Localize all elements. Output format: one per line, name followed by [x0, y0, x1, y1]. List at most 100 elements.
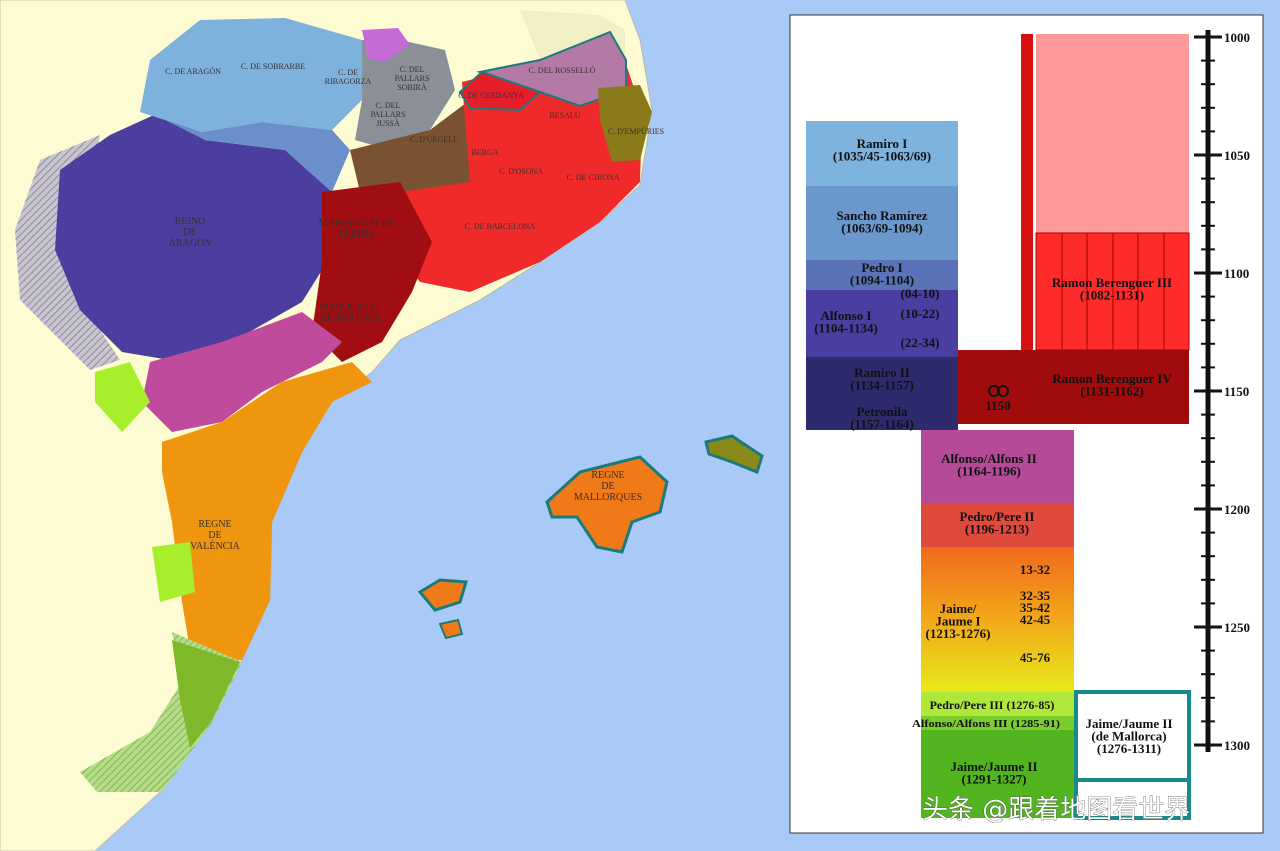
period-label: Alfonso I (1104-1134) — [814, 308, 878, 336]
region-label: C. D'OSONA — [499, 167, 543, 176]
region-label-line: C. DE CERDANYA — [458, 91, 524, 100]
period-block — [921, 503, 1074, 547]
period-label: Ramiro II (1134-1157) — [850, 365, 914, 393]
period-label-line: (22-34) — [901, 335, 940, 350]
period-label-line: (1157-1164) — [850, 417, 914, 432]
region-label: C. DE ARAGÓN — [165, 66, 221, 76]
tick-label: 1200 — [1224, 502, 1250, 517]
region-label-line: DE TORTOSA — [320, 313, 382, 324]
period-label-line: Petronila — [856, 404, 908, 419]
period-label-line: 45-76 — [1020, 650, 1051, 665]
period-label-line: Alfonso/Alfons III (1285-91) — [912, 718, 1060, 730]
rossello — [476, 30, 627, 108]
region-label-line: C. DE — [338, 68, 358, 77]
region-label: REGNE DE VALÈNCIA — [190, 519, 241, 552]
tick-label: 1250 — [1224, 620, 1250, 635]
map: C. DE ARAGÓN C. DE SOBRARBE C. DE RIBAGORZA… — [0, 0, 764, 851]
tick-label: 1000 — [1224, 30, 1250, 45]
region-label-line: ARAGÓN — [169, 237, 212, 249]
period-block — [921, 547, 1074, 692]
formentera — [438, 618, 464, 640]
period-label: Petronila (1157-1164) — [850, 404, 914, 432]
period-label-line: (1131-1162) — [1080, 384, 1144, 399]
tick-label: 1100 — [1224, 266, 1249, 281]
period-label: 32-35 — [1020, 588, 1051, 603]
period-label-line: Alfonso I — [821, 308, 872, 323]
period-label: (04-10) — [901, 286, 940, 301]
region-label-line: PALLARS — [395, 74, 430, 83]
period-label: Ramon Berenguer III (1082-1131) — [1052, 275, 1172, 303]
region-label: C. DEL PALLARS SOBIRÀ — [395, 65, 430, 92]
period-label-line: Jaime/Jaume II — [950, 759, 1037, 774]
murcia-green — [172, 640, 240, 748]
region-label: C. DE CERDANYA — [458, 91, 524, 100]
period-label-line: (1082-1131) — [1080, 288, 1144, 303]
region-label-line: C. DE GIRONA — [566, 173, 619, 182]
region-label-line: PALLARS — [371, 110, 406, 119]
tick-label: 1300 — [1224, 738, 1250, 753]
region-label-line: JUSSÀ — [376, 118, 400, 128]
period-label-line: (1063/69-1094) — [841, 221, 923, 236]
period-block — [921, 730, 1074, 818]
region-label-line: C. DE BARCELONA — [465, 222, 536, 231]
period-label-line: Jaime/ — [940, 601, 977, 616]
region-label-line: SOBIRÀ — [397, 82, 427, 92]
region-label-line: BERGA — [471, 148, 498, 157]
period-label: 45-76 — [1020, 650, 1051, 665]
period-label: 42-45 — [1020, 612, 1051, 627]
period-block — [921, 430, 1074, 503]
period-label: 13-32 — [1020, 562, 1050, 577]
menorca — [704, 434, 764, 474]
period-label: Ramon Berenguer IV (1131-1162) — [1052, 371, 1172, 399]
region-label: C. DE BARCELONA — [465, 222, 536, 231]
period-block — [1074, 690, 1191, 782]
region-label: C. D'URGELL — [410, 135, 458, 144]
region-label: REGNE DE MALLORQUES — [574, 470, 642, 503]
period-label: 1150 — [985, 398, 1010, 413]
mallorca — [545, 455, 669, 554]
period-block — [806, 121, 958, 186]
region-label: BESALÚ — [549, 110, 580, 120]
marriage-rings — [988, 385, 1009, 397]
region-label-line: C. DEL — [400, 65, 425, 74]
period-label: Alfonso/Alfons III (1285-91) — [912, 718, 1060, 730]
period-block — [921, 716, 1074, 730]
region-label-line: LLEIDA — [339, 229, 376, 240]
period-label-line: (10-22) — [901, 306, 940, 321]
region-label: BERGA — [471, 148, 498, 157]
lime-enclave — [152, 542, 195, 602]
period-block — [806, 186, 958, 260]
region-label-line: C. D'OSONA — [499, 167, 543, 176]
period-label-line: 35-42 — [1020, 600, 1050, 615]
pallars — [355, 40, 455, 150]
aragon-mid — [140, 112, 350, 192]
period-label: Pedro I (1094-1104) — [850, 260, 914, 288]
region-label-line: MALLORQUES — [574, 492, 642, 503]
period-label-line: (1164-1196) — [957, 464, 1021, 479]
period-label-line: Ramiro I — [857, 136, 908, 151]
region-label: REINO DE ARAGÓN — [169, 216, 212, 249]
period-label-line: Ramon Berenguer III — [1052, 275, 1172, 290]
period-label-line: Ramon Berenguer IV — [1052, 371, 1172, 386]
period-block — [1074, 778, 1191, 820]
empories — [598, 85, 652, 162]
region-label-line: C. DE SOBRARBE — [241, 62, 305, 71]
period-label: (22-34) — [901, 335, 940, 350]
lime-enclave — [95, 362, 150, 432]
cerdanya — [458, 70, 542, 112]
period-block — [806, 260, 958, 290]
period-label-line: Pedro/Pere II — [960, 509, 1035, 524]
region-label-line: MARQUESAT DE — [319, 218, 396, 229]
period-label: Pedro/Pere III (1276-85) — [930, 698, 1055, 712]
period-label-line: 13-32 — [1020, 562, 1050, 577]
region-label-line: REINO — [175, 216, 206, 227]
region-label-line: REGNE — [591, 470, 624, 481]
tick-label: 1150 — [1224, 384, 1249, 399]
region-label-line: C. DEL — [376, 101, 401, 110]
catalonia — [380, 52, 642, 292]
region-label: C. D'EMPÚRIES — [608, 126, 664, 136]
